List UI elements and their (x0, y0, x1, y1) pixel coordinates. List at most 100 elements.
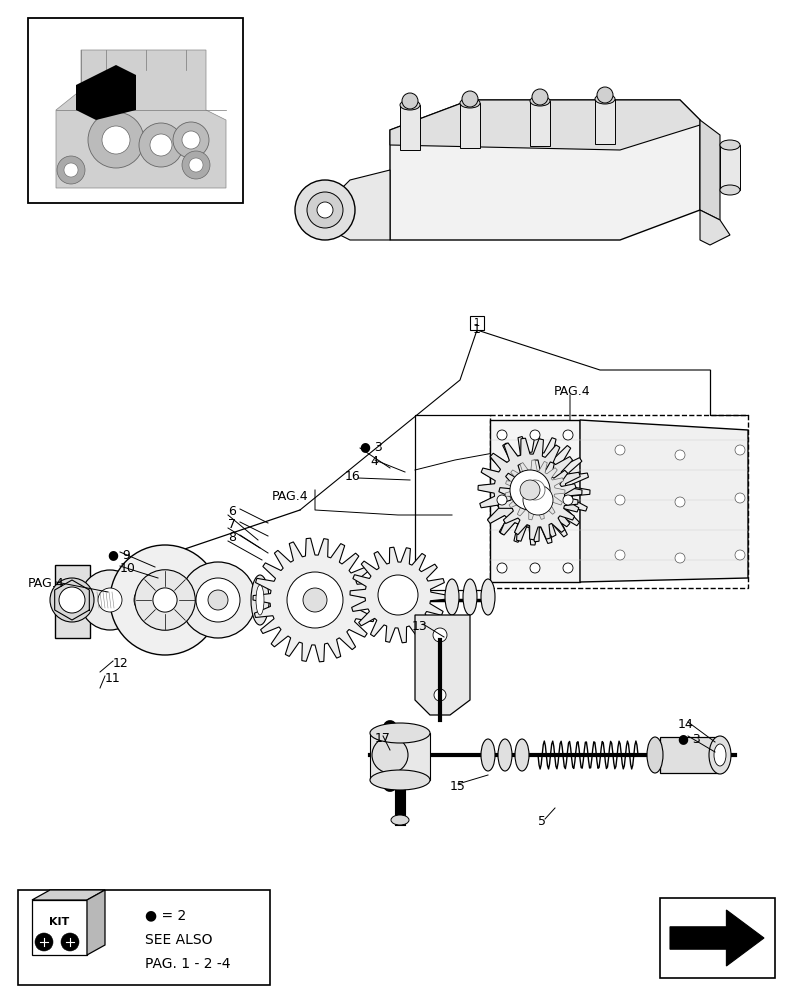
Text: 4: 4 (370, 455, 378, 468)
Circle shape (434, 689, 446, 701)
Polygon shape (56, 50, 226, 188)
Polygon shape (478, 438, 582, 542)
Circle shape (317, 202, 333, 218)
Circle shape (462, 91, 478, 107)
Circle shape (382, 578, 414, 611)
Circle shape (497, 495, 507, 505)
Text: KIT: KIT (49, 917, 70, 927)
Circle shape (115, 567, 181, 633)
Ellipse shape (720, 185, 740, 195)
Ellipse shape (709, 736, 731, 774)
Circle shape (139, 123, 183, 167)
Polygon shape (498, 460, 578, 540)
Circle shape (150, 134, 172, 156)
Bar (460, 103, 480, 148)
Circle shape (287, 572, 343, 628)
Circle shape (88, 112, 144, 168)
Circle shape (563, 495, 573, 505)
Ellipse shape (256, 585, 264, 615)
Circle shape (189, 158, 203, 172)
Text: ● 3: ● 3 (678, 732, 701, 745)
Circle shape (110, 545, 220, 655)
Bar (490, 420, 580, 582)
Ellipse shape (463, 579, 477, 615)
Polygon shape (660, 737, 718, 773)
Circle shape (98, 588, 122, 612)
Circle shape (196, 578, 240, 622)
Text: 14: 14 (678, 718, 694, 731)
Circle shape (735, 493, 745, 503)
Text: 13: 13 (412, 620, 428, 633)
Polygon shape (700, 120, 720, 220)
Circle shape (135, 570, 196, 630)
Ellipse shape (370, 770, 430, 790)
Text: PAG.4: PAG.4 (272, 490, 309, 503)
Bar (490, 415, 748, 588)
Polygon shape (700, 210, 730, 245)
Text: 11: 11 (105, 672, 120, 685)
Polygon shape (253, 538, 377, 662)
Ellipse shape (391, 815, 409, 825)
Bar (18, 890, 270, 985)
Text: PAG. 1 - 2 -4: PAG. 1 - 2 -4 (145, 957, 230, 971)
Bar (400, 105, 420, 150)
Text: ● 9: ● 9 (108, 548, 131, 561)
Ellipse shape (720, 140, 740, 150)
Circle shape (64, 163, 78, 177)
Text: 12: 12 (113, 657, 129, 670)
Circle shape (675, 497, 685, 507)
Polygon shape (670, 910, 764, 966)
Ellipse shape (445, 579, 459, 615)
Circle shape (295, 180, 355, 240)
Circle shape (35, 933, 53, 951)
Circle shape (61, 933, 79, 951)
Circle shape (530, 563, 540, 573)
Text: PAG.4: PAG.4 (28, 577, 65, 590)
Text: 8: 8 (228, 531, 236, 544)
Polygon shape (76, 65, 136, 120)
Circle shape (102, 126, 130, 154)
Polygon shape (32, 900, 87, 955)
Circle shape (615, 495, 625, 505)
Polygon shape (390, 100, 700, 150)
Polygon shape (480, 435, 590, 545)
Polygon shape (32, 890, 105, 900)
Circle shape (597, 87, 613, 103)
Circle shape (532, 89, 548, 105)
Circle shape (303, 588, 327, 612)
Circle shape (497, 430, 507, 440)
Text: 10: 10 (120, 562, 136, 575)
Polygon shape (330, 170, 390, 240)
Circle shape (292, 578, 337, 622)
Circle shape (512, 472, 548, 508)
Text: 5: 5 (538, 815, 546, 828)
Ellipse shape (481, 739, 495, 771)
Circle shape (59, 587, 85, 613)
Ellipse shape (498, 739, 512, 771)
Ellipse shape (370, 723, 430, 743)
Circle shape (563, 430, 573, 440)
Circle shape (510, 470, 550, 510)
Ellipse shape (460, 98, 480, 108)
Circle shape (615, 550, 625, 560)
Polygon shape (580, 420, 748, 582)
Ellipse shape (515, 739, 529, 771)
Text: 17: 17 (375, 732, 391, 745)
Polygon shape (55, 565, 90, 638)
Circle shape (372, 737, 408, 773)
Text: 6: 6 (228, 505, 236, 518)
Polygon shape (390, 100, 700, 240)
Text: 1: 1 (473, 323, 481, 336)
Circle shape (530, 430, 540, 440)
Circle shape (523, 485, 553, 515)
Circle shape (182, 131, 200, 149)
Circle shape (173, 122, 209, 158)
Circle shape (563, 563, 573, 573)
Ellipse shape (714, 744, 726, 766)
Text: ● 3: ● 3 (360, 440, 383, 453)
Circle shape (157, 572, 213, 628)
Circle shape (57, 156, 85, 184)
Ellipse shape (481, 579, 495, 615)
Circle shape (525, 480, 545, 500)
Circle shape (520, 480, 540, 500)
